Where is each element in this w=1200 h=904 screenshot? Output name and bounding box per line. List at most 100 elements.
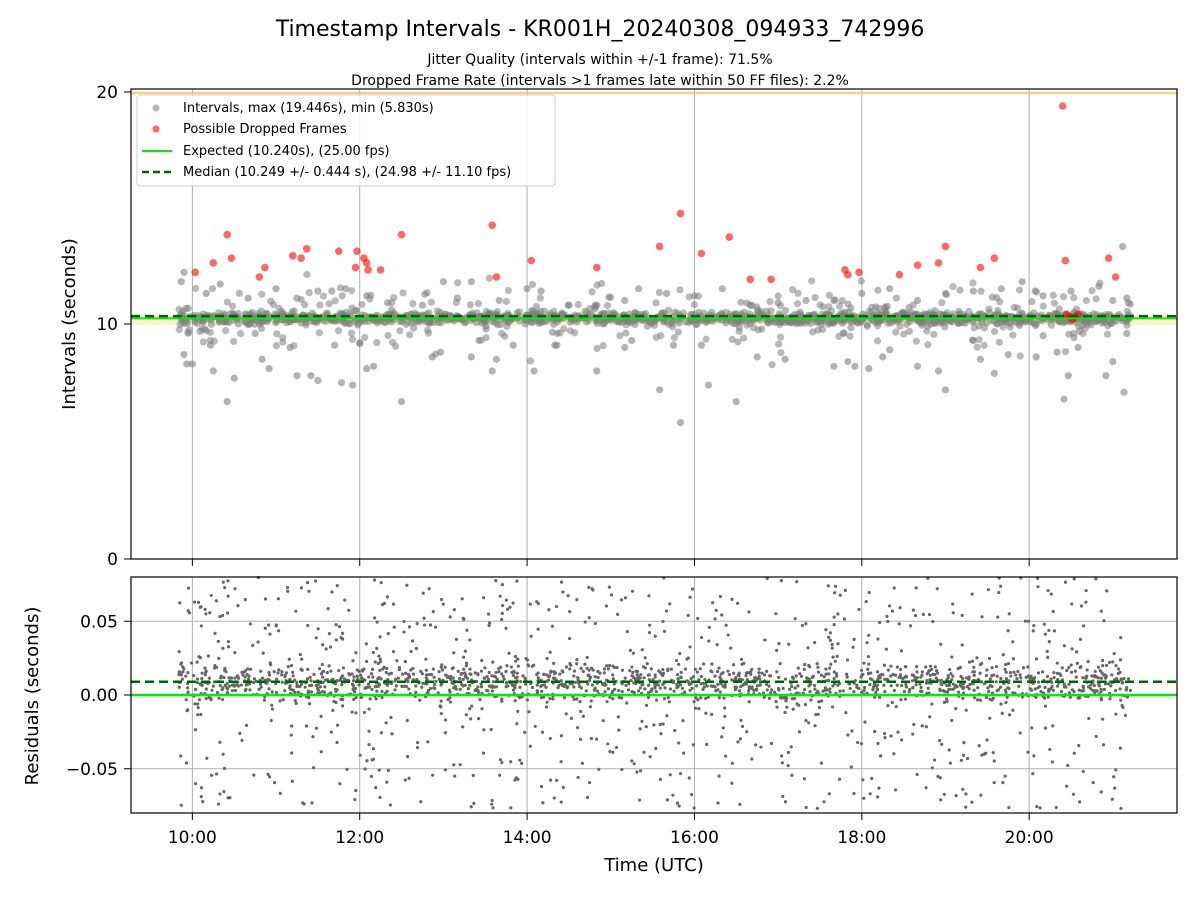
residual-point	[407, 675, 412, 679]
residual-point	[335, 679, 339, 683]
interval-point	[728, 335, 736, 344]
residual-point	[860, 673, 864, 678]
residual-point	[606, 667, 610, 671]
residual-point	[758, 683, 762, 687]
residual-point	[935, 671, 940, 675]
residual-point	[900, 684, 904, 688]
residual-point	[438, 704, 442, 708]
residual-point	[933, 665, 937, 669]
residual-point	[278, 791, 282, 795]
residual-point	[424, 673, 429, 677]
interval-point	[814, 326, 822, 334]
residual-point	[972, 665, 976, 669]
residual-point	[222, 766, 227, 771]
residual-point	[1036, 686, 1040, 690]
residual-point	[248, 622, 252, 626]
residual-point	[513, 683, 517, 687]
residual-point	[186, 690, 190, 694]
interval-point	[328, 287, 336, 295]
residual-point	[1051, 609, 1055, 614]
residual-point	[754, 743, 758, 747]
residual-point	[381, 667, 385, 671]
residual-point	[453, 774, 457, 778]
residual-point	[225, 687, 230, 691]
interval-point	[437, 348, 445, 356]
residual-point	[953, 686, 957, 690]
residual-point	[376, 684, 380, 689]
residual-point	[244, 723, 249, 727]
interval-point	[258, 290, 266, 298]
residual-point	[890, 609, 895, 613]
residual-point	[934, 676, 938, 680]
residual-point	[819, 761, 824, 765]
residual-point	[1114, 664, 1118, 668]
residual-point	[294, 609, 298, 613]
residual-point	[967, 687, 971, 691]
residual-point	[452, 651, 456, 655]
residual-point	[541, 801, 545, 805]
residual-point	[1128, 688, 1133, 692]
residual-point	[184, 761, 189, 765]
residual-point	[795, 702, 799, 706]
residual-point	[223, 666, 227, 671]
residual-point	[707, 625, 711, 629]
residual-point	[715, 669, 720, 674]
residual-point	[661, 722, 665, 726]
residual-point	[375, 689, 379, 693]
residual-point	[575, 598, 579, 602]
residual-point	[925, 678, 929, 683]
residual-point	[339, 676, 343, 680]
residual-point	[964, 708, 968, 712]
residual-point	[683, 667, 688, 671]
residual-point	[372, 578, 377, 582]
interval-point	[410, 324, 418, 332]
residual-point	[594, 737, 599, 741]
dropped-frame-point	[191, 268, 199, 277]
residual-point	[899, 649, 903, 653]
interval-point	[740, 308, 749, 316]
interval-point	[293, 294, 301, 302]
residual-point	[205, 756, 209, 760]
residual-point	[348, 673, 352, 677]
residual-point	[461, 725, 465, 729]
interval-point	[781, 306, 790, 315]
residual-point	[1043, 685, 1047, 690]
residual-point	[407, 687, 411, 691]
residual-point	[520, 761, 524, 765]
residual-point	[580, 761, 585, 765]
residual-point	[440, 668, 445, 672]
interval-point	[593, 301, 601, 309]
residual-point	[562, 684, 566, 688]
residual-point	[626, 688, 631, 692]
interval-point	[492, 355, 501, 363]
residual-point	[267, 687, 271, 691]
residual-point	[578, 737, 583, 741]
residual-point	[1067, 665, 1071, 670]
residual-point	[1038, 806, 1042, 810]
interval-point	[993, 320, 1001, 328]
interval-point	[924, 341, 932, 349]
interval-point	[1109, 358, 1117, 366]
residual-point	[799, 674, 804, 678]
residual-point	[444, 673, 448, 677]
residual-point	[768, 674, 772, 678]
residual-point	[994, 680, 998, 684]
residual-point	[196, 702, 200, 706]
residual-point	[807, 663, 811, 668]
residual-point	[380, 603, 385, 607]
residual-point	[664, 609, 669, 613]
residual-point	[267, 673, 272, 677]
interval-point	[969, 287, 977, 295]
residual-point	[491, 806, 495, 810]
interval-point	[941, 289, 950, 298]
interval-point	[565, 301, 573, 309]
interval-point	[1123, 307, 1131, 315]
residual-point	[396, 676, 401, 680]
residual-point	[744, 682, 748, 686]
residual-point	[942, 792, 946, 796]
residual-point	[802, 667, 806, 671]
residual-point	[209, 773, 214, 777]
residual-point	[184, 698, 188, 702]
residual-point	[449, 677, 453, 682]
interval-point	[599, 342, 607, 350]
